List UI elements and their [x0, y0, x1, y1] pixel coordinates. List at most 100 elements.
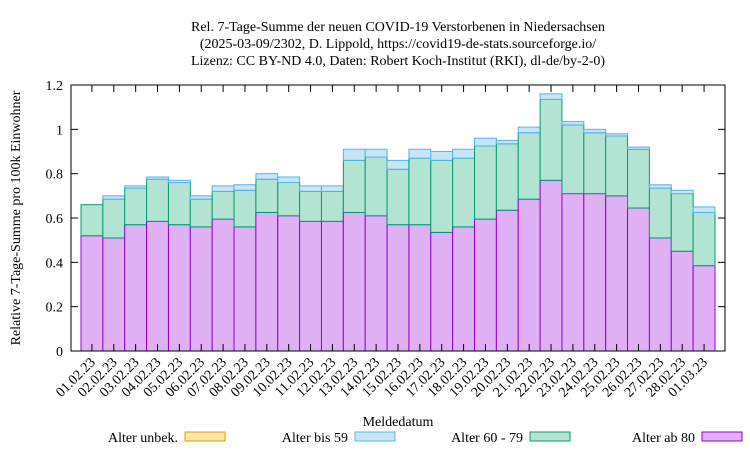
bar-alter-ab-80-21 — [539, 179, 563, 352]
bar-alter-bis-59-2 — [124, 185, 148, 189]
bar-alter-ab-80-13 — [364, 215, 388, 352]
bar-alter-bis-59-1 — [102, 195, 126, 200]
bars — [80, 93, 716, 352]
bar-alter-ab-80-3 — [146, 220, 169, 352]
y-tick-label: 0.2 — [46, 301, 64, 316]
bar-alter-60-79-17 — [452, 157, 476, 228]
bar-alter-60-79-8 — [255, 178, 279, 213]
bar-alter-60-79-10 — [299, 190, 322, 222]
bar-alter-ab-80-27 — [670, 250, 694, 352]
legend: Alter unbek. Alter bis 59 Alter 60 - 79 Alt… — [108, 431, 743, 446]
bar-alter-bis-59-28 — [692, 206, 716, 213]
chart-title-line-2: (2025-03-09/2302, D. Lippold, https://co… — [200, 37, 596, 52]
bar-alter-60-79-24 — [605, 135, 629, 197]
bar-alter-60-79-15 — [408, 157, 432, 226]
legend-label: Alter ab 80 — [632, 431, 695, 446]
bar-alter-bis-59-23 — [583, 128, 607, 134]
bar-alter-bis-59-11 — [320, 185, 344, 192]
y-tick-label: 1.2 — [46, 79, 64, 94]
bar-alter-ab-80-26 — [648, 237, 672, 352]
bar-alter-ab-80-0 — [80, 235, 104, 352]
bar-alter-60-79-6 — [211, 190, 235, 220]
bar-alter-bis-59-6 — [211, 185, 235, 192]
legend-label: Alter 60 - 79 — [451, 431, 523, 446]
bar-alter-bis-59-16 — [430, 151, 454, 161]
bar-alter-60-79-5 — [189, 198, 213, 228]
bar-alter-60-79-16 — [430, 159, 454, 233]
bar-alter-ab-80-23 — [583, 193, 607, 352]
bar-alter-ab-80-24 — [605, 195, 629, 352]
y-axis: 0 0.2 0.4 0.6 0.8 1 1.2 — [46, 79, 725, 360]
chart-title: Rel. 7-Tage-Summe der neuen COVID-19 Ver… — [191, 20, 605, 69]
bar-alter-bis-59-8 — [255, 173, 279, 180]
bar-alter-ab-80-14 — [386, 224, 410, 352]
bar-alter-60-79-9 — [277, 182, 301, 217]
legend-swatch-alter-60-79 — [529, 431, 571, 442]
bar-alter-60-79-3 — [146, 178, 169, 222]
bar-alter-ab-80-20 — [517, 198, 541, 352]
bar-alter-bis-59-4 — [167, 179, 191, 184]
y-axis-label: Relative 7-Tage-Summe pro 100k Einwohner — [9, 90, 24, 345]
bar-alter-bis-59-27 — [670, 189, 694, 195]
bar-alter-60-79-2 — [124, 187, 148, 226]
bar-alter-60-79-18 — [474, 145, 497, 220]
bar-alter-bis-59-22 — [561, 121, 585, 126]
bar-alter-bis-59-14 — [386, 159, 410, 170]
legend-swatch-alter-unbek- — [184, 431, 226, 442]
bar-alter-ab-80-10 — [299, 220, 322, 352]
bar-alter-60-79-20 — [517, 132, 541, 200]
bar-alter-bis-59-21 — [539, 93, 563, 100]
bar-alter-60-79-27 — [670, 193, 694, 252]
bar-alter-ab-80-19 — [495, 209, 519, 352]
bar-alter-60-79-26 — [648, 187, 672, 239]
bar-alter-ab-80-15 — [408, 224, 432, 352]
bar-alter-bis-59-10 — [299, 185, 322, 192]
bar-alter-60-79-25 — [627, 148, 650, 209]
bar-alter-bis-59-25 — [627, 146, 650, 150]
bar-alter-bis-59-15 — [408, 148, 432, 159]
bar-alter-60-79-28 — [692, 211, 716, 267]
bar-alter-60-79-22 — [561, 124, 585, 195]
bar-alter-ab-80-5 — [189, 226, 213, 352]
bar-alter-ab-80-7 — [233, 226, 257, 352]
bar-alter-60-79-4 — [167, 182, 191, 226]
bar-alter-60-79-7 — [233, 189, 257, 228]
y-tick-label: 0.6 — [46, 212, 64, 227]
bar-alter-bis-59-20 — [517, 126, 541, 134]
bar-alter-bis-59-13 — [364, 148, 388, 158]
bar-alter-60-79-0 — [80, 204, 104, 237]
legend-label: Alter unbek. — [108, 431, 178, 446]
bar-alter-ab-80-22 — [561, 193, 585, 352]
bar-alter-60-79-13 — [364, 156, 388, 217]
bar-alter-ab-80-16 — [430, 231, 454, 352]
bar-alter-60-79-14 — [386, 168, 410, 226]
bar-alter-ab-80-6 — [211, 218, 235, 352]
y-tick-label: 0.8 — [46, 168, 64, 183]
bar-alter-bis-59-9 — [277, 176, 301, 184]
legend-swatch-alter-ab-80 — [701, 431, 743, 442]
bar-alter-60-79-1 — [102, 198, 126, 239]
bar-alter-bis-59-19 — [495, 139, 519, 145]
bar-alter-ab-80-4 — [167, 224, 191, 352]
bar-alter-ab-80-9 — [277, 215, 301, 352]
bar-alter-ab-80-17 — [452, 226, 476, 352]
x-axis-label: Meldedatum — [363, 415, 434, 430]
y-tick-label: 0 — [56, 345, 63, 360]
bar-alter-bis-59-24 — [605, 133, 629, 137]
bar-alter-ab-80-11 — [320, 220, 344, 352]
legend-label: Alter bis 59 — [282, 431, 348, 446]
bar-alter-ab-80-8 — [255, 211, 279, 352]
bar-alter-60-79-11 — [320, 190, 344, 222]
bar-alter-ab-80-12 — [342, 211, 366, 352]
bar-alter-bis-59-12 — [342, 148, 366, 161]
bar-alter-ab-80-1 — [102, 237, 126, 352]
y-tick-label: 0.4 — [46, 256, 64, 271]
bar-alter-60-79-21 — [539, 98, 563, 181]
bar-alter-ab-80-25 — [627, 207, 650, 352]
bar-alter-60-79-23 — [583, 132, 607, 195]
bar-alter-bis-59-7 — [233, 184, 257, 191]
bar-alter-bis-59-17 — [452, 148, 476, 159]
bar-alter-bis-59-18 — [474, 137, 497, 147]
y-tick-label: 1 — [56, 123, 63, 138]
